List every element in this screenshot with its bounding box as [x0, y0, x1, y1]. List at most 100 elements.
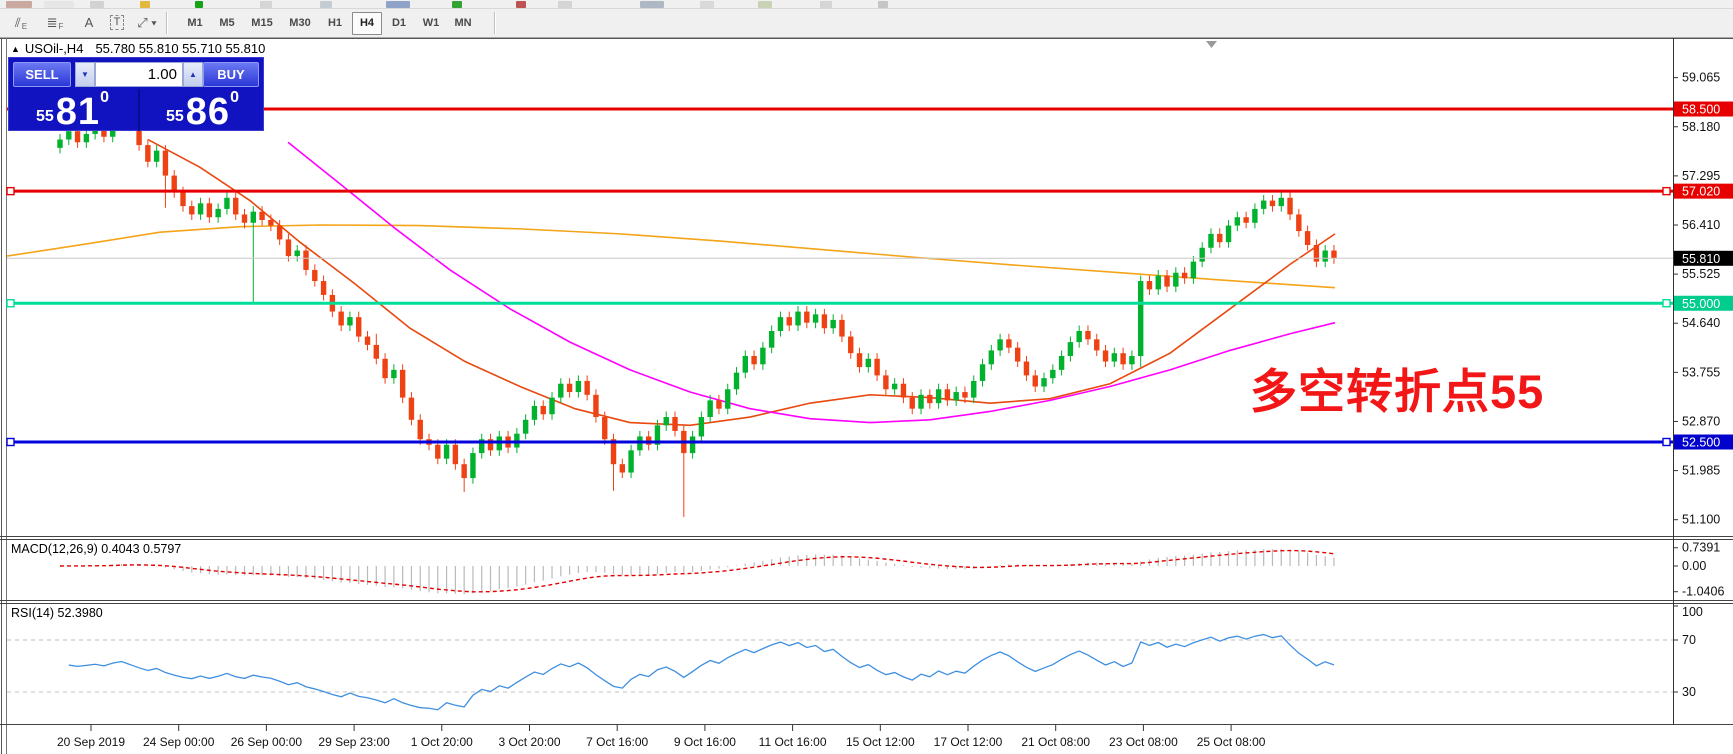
tab-timeframe-H4[interactable]: H4 [352, 12, 382, 35]
price-badge [1674, 434, 1733, 450]
toolbar-icon-fragment [90, 1, 104, 8]
toolbar-separator [494, 12, 496, 34]
chart-ohlc-title: ▲ USOil-,H4 55.780 55.810 55.710 55.810 [11, 41, 265, 56]
buy-price-quote[interactable]: 55 86 0 [138, 89, 265, 131]
horizontal-lines-layer[interactable]: 58.500 57.020 55.810 55.000 52.500 [6, 101, 1733, 450]
toolbar-icon-fragment [820, 1, 832, 8]
toolbar-icon-fragment [320, 1, 332, 8]
svg-text:52.500: 52.500 [1682, 436, 1720, 450]
shapes-tool-icon[interactable]: ⤢ ▾ [137, 14, 157, 30]
svg-text:0.7391: 0.7391 [1682, 541, 1720, 555]
hline-handle[interactable] [6, 299, 15, 308]
toolbar-separator [166, 12, 168, 34]
svg-text:1 Oct 20:00: 1 Oct 20:00 [411, 735, 473, 749]
price-badge [1674, 250, 1733, 266]
toolbar-icon-fragment [516, 1, 526, 8]
main-toolbar: ⫽ E ≣ F A T ⤢ ▾ M1 M5 M15 M30 H1 H4 D1 W1 MN [0, 9, 1733, 38]
price-badge [1674, 101, 1733, 117]
svg-text:9 Oct 16:00: 9 Oct 16:00 [674, 735, 736, 749]
toolbar-icon-fragment [878, 1, 888, 8]
text-tool-icon[interactable]: A [84, 15, 94, 30]
toolbar-icon-fragment [195, 1, 203, 8]
price-badge [1674, 183, 1733, 199]
toolbar-icon-fragment [386, 1, 410, 8]
svg-text:51.100: 51.100 [1682, 513, 1720, 527]
ma-medium [147, 138, 1336, 427]
svg-text:51.985: 51.985 [1682, 464, 1720, 478]
toolbar-icon-fragment [758, 1, 772, 8]
hline-handle[interactable] [1662, 186, 1671, 196]
macd-signal-line [59, 549, 1335, 593]
rsi-label: RSI(14) 52.3980 [11, 606, 103, 620]
svg-text:59.065: 59.065 [1682, 71, 1720, 85]
svg-text:11 Oct 16:00: 11 Oct 16:00 [759, 735, 827, 749]
tab-timeframe-M15[interactable]: M15 [251, 17, 273, 29]
date-axis: 20 Sep 2019 24 Sep 00:00 26 Sep 00:00 29 Se… [57, 725, 1266, 749]
chart-shift-marker-icon[interactable] [1206, 41, 1217, 48]
svg-text:52.870: 52.870 [1682, 414, 1720, 428]
tab-timeframe-M1[interactable]: M1 [187, 17, 203, 29]
tab-timeframe-MN[interactable]: MN [454, 17, 472, 29]
toolbar-icon-fragment [700, 1, 714, 8]
svg-text:58.180: 58.180 [1682, 120, 1720, 134]
volume-input[interactable] [95, 62, 183, 87]
toolbar-icon-fragment [44, 1, 74, 8]
collapse-triangle-icon[interactable]: ▲ [11, 44, 20, 54]
ohlc-values: 55.780 55.810 55.710 55.810 [95, 41, 266, 56]
svg-text:26 Sep 00:00: 26 Sep 00:00 [231, 735, 303, 749]
svg-text:58.500: 58.500 [1682, 103, 1720, 117]
ma-fast [287, 141, 1336, 424]
toolbar-icon-fragment [6, 1, 32, 8]
hline-handle[interactable] [1662, 299, 1671, 308]
svg-text:15 Oct 12:00: 15 Oct 12:00 [846, 735, 915, 749]
svg-text:55.525: 55.525 [1682, 267, 1720, 281]
tab-timeframe-M5[interactable]: M5 [219, 17, 235, 29]
chart-text-annotation[interactable]: 多空转折点55 [1250, 365, 1545, 418]
sell-button[interactable]: SELL [13, 62, 71, 87]
svg-text:57.295: 57.295 [1682, 169, 1720, 183]
svg-text:23 Oct 08:00: 23 Oct 08:00 [1109, 735, 1178, 749]
volume-decrease-button[interactable]: ▼ [75, 62, 95, 87]
hline-handle[interactable] [6, 186, 15, 196]
fibonacci-tool-icon[interactable]: ≣ F [46, 14, 64, 32]
svg-text:57.020: 57.020 [1682, 185, 1720, 199]
hline-handle[interactable] [1662, 437, 1671, 447]
svg-text:56.410: 56.410 [1682, 218, 1720, 232]
toolbar-icon-fragment [452, 1, 462, 8]
svg-text:29 Sep 23:00: 29 Sep 23:00 [318, 735, 390, 749]
buy-price-prefix: 55 [166, 108, 184, 125]
rsi-pane: 100 70 30 [7, 605, 1703, 711]
buy-price-big: 86 [185, 91, 231, 133]
toolbar-icon-fragment [640, 1, 664, 8]
sell-price-big: 81 [55, 91, 101, 133]
svg-text:7 Oct 16:00: 7 Oct 16:00 [586, 735, 648, 749]
ma-slow [6, 224, 1336, 289]
sell-price-prefix: 55 [36, 108, 54, 125]
sell-price-quote[interactable]: 55 81 0 [9, 89, 136, 131]
svg-text:17 Oct 12:00: 17 Oct 12:00 [934, 735, 1003, 749]
macd-pane: 0.7391 0.00 -1.0406 [59, 541, 1724, 599]
buy-price-sup: 0 [230, 89, 239, 106]
rsi-line [68, 633, 1335, 711]
tab-timeframe-H1[interactable]: H1 [327, 17, 343, 29]
svg-text:24 Sep 00:00: 24 Sep 00:00 [143, 735, 215, 749]
svg-text:53.755: 53.755 [1682, 365, 1720, 379]
volume-increase-button[interactable]: ▲ [183, 62, 203, 87]
candles-layer [57, 96, 1337, 517]
label-tool-icon[interactable]: T [104, 11, 130, 34]
tab-timeframe-D1[interactable]: D1 [391, 17, 407, 29]
tab-timeframe-W1[interactable]: W1 [422, 17, 440, 29]
svg-text:100: 100 [1682, 605, 1703, 619]
svg-text:55.810: 55.810 [1682, 252, 1720, 266]
buy-button[interactable]: BUY [203, 62, 259, 87]
macd-label: MACD(12,26,9) 0.4043 0.5797 [11, 542, 182, 556]
toolbar-icon-fragment [558, 1, 572, 8]
sell-price-sup: 0 [100, 89, 109, 106]
hline-handle[interactable] [6, 437, 15, 447]
price-axis: 59.065 58.180 57.295 56.410 55.525 54.640 53.7… [1673, 71, 1720, 527]
tab-timeframe-M30[interactable]: M30 [289, 17, 311, 29]
equidistant-channel-tool-icon[interactable]: ⫽ E [14, 14, 28, 32]
svg-text:70: 70 [1682, 633, 1696, 647]
moving-averages-layer [6, 138, 1336, 427]
